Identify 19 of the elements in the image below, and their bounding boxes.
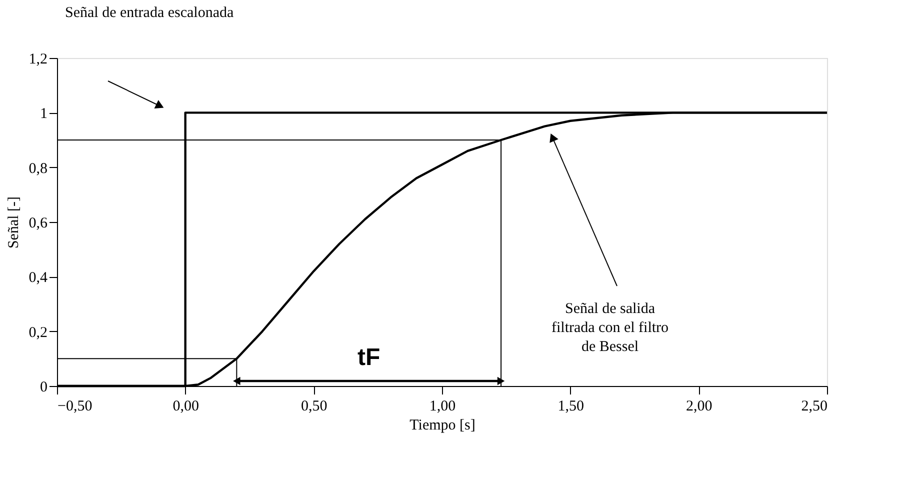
y-tick-label: 0,6 [28, 216, 48, 232]
annotation: Señal de salida filtrada con el filtro de Bessel [551, 301, 669, 355]
y-tick-label: 0,4 [28, 270, 48, 286]
x-tick-label: 1,50 [558, 398, 584, 414]
y-tick-label: 0,8 [28, 160, 48, 177]
text: Señal de entrada escalonada [65, 5, 234, 21]
x-tick-label: 1,00 [429, 398, 456, 414]
annotation: tF [358, 344, 380, 371]
y-axis-title: Señal [-] [6, 196, 22, 249]
x-axis-title: Tiempo [s] [410, 418, 476, 434]
x-tick-label: 2,00 [686, 398, 712, 414]
x-tick-label: 0,00 [172, 398, 199, 414]
x-tick-label: 2,50 [801, 398, 828, 414]
y-tick-label: 0 [40, 380, 48, 396]
y-tick-label: 0,2 [28, 324, 48, 341]
x-tick-label: −0,50 [58, 398, 92, 414]
y-tick-label: 1,2 [28, 52, 48, 68]
x-tick-label: 0,50 [301, 398, 328, 414]
y-tick-label: 1 [40, 106, 48, 122]
